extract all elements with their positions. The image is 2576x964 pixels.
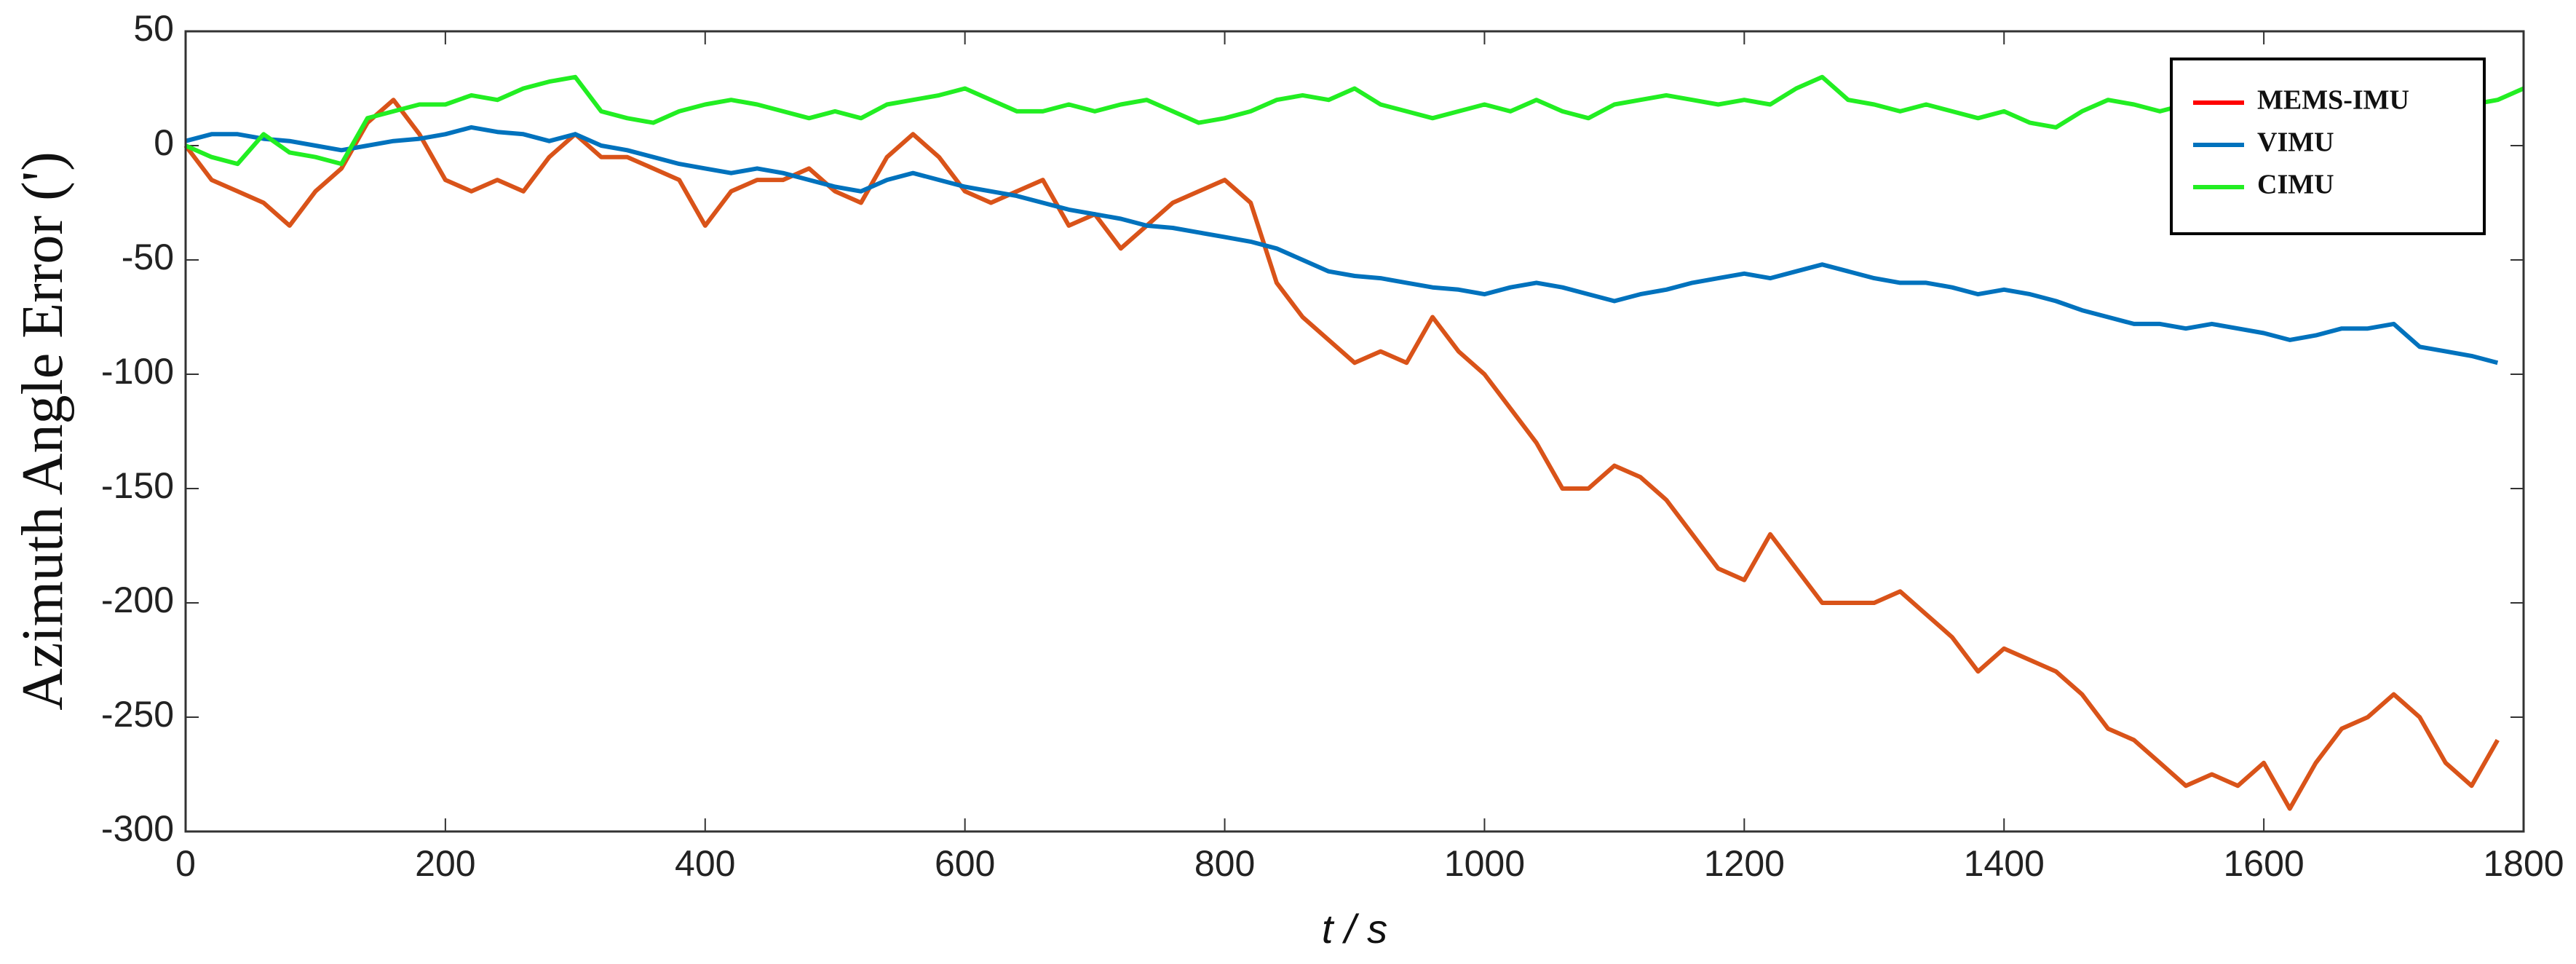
y-tick-label: 0	[154, 122, 174, 163]
x-tick-label: 0	[175, 843, 196, 884]
y-tick-label: -50	[122, 237, 174, 277]
y-axis-label: Azimuth Angle Error (')	[11, 151, 75, 711]
legend-label: VIMU	[2257, 127, 2334, 158]
series-line	[185, 125, 2499, 366]
legend-label: MEMS-IMU	[2257, 85, 2409, 116]
plot-frame	[184, 30, 2525, 833]
x-tick-label: 1200	[1704, 843, 1785, 884]
x-tick-label: 1800	[2483, 843, 2564, 884]
series-line	[183, 98, 2500, 811]
y-tick-label: -250	[101, 694, 174, 735]
legend: MEMS-IMU VIMU CIMU	[2170, 58, 2486, 235]
x-tick-label: 800	[1194, 843, 1255, 884]
x-tick-label: 600	[935, 843, 995, 884]
x-tick-label: 400	[675, 843, 735, 884]
y-tick-label: -150	[101, 465, 174, 506]
x-tick-label: 1400	[1964, 843, 2045, 884]
x-axis-label: t / s	[1322, 906, 1387, 952]
series-line	[184, 74, 2525, 167]
y-tick-label: 50	[133, 8, 174, 49]
x-tick-label: 200	[415, 843, 475, 884]
x-tick-label: 1600	[2223, 843, 2304, 884]
y-tick-label: -100	[101, 351, 174, 392]
y-tick-label: -300	[101, 808, 174, 849]
legend-label: CIMU	[2257, 170, 2334, 200]
y-tick-label: -200	[101, 580, 174, 620]
x-tick-label: 1000	[1444, 843, 1525, 884]
